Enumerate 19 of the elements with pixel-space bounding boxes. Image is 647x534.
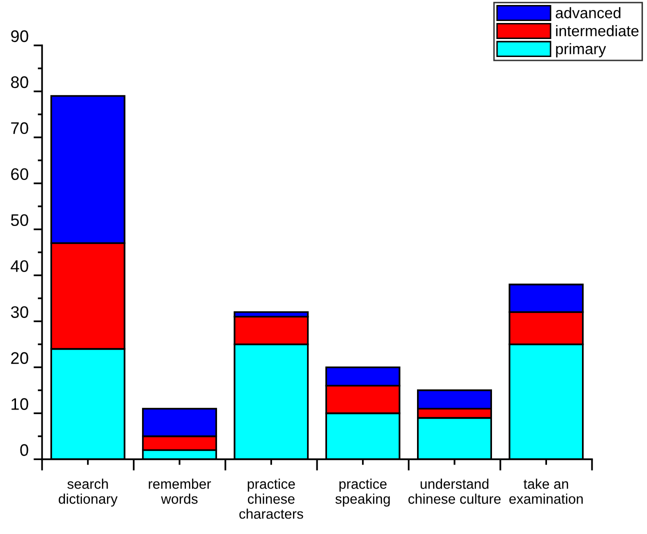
y-tick-label: 20 <box>11 352 28 364</box>
x-tick-label: practice speaking <box>335 478 390 507</box>
y-tick-label: 80 <box>11 76 28 88</box>
legend-label: intermediate <box>556 25 639 36</box>
y-tick-label: 90 <box>11 30 28 42</box>
legend-label: advanced <box>556 7 620 18</box>
x-tick-label: search dictionary <box>58 478 118 507</box>
y-tick-label: 30 <box>10 306 28 318</box>
y-tick-label: 0 <box>20 444 28 456</box>
x-tick-label: take an examination <box>509 478 583 504</box>
y-tick-label: 50 <box>10 214 28 226</box>
y-tick-label: 70 <box>11 122 28 134</box>
x-tick-label: understand chinese culture <box>408 478 501 504</box>
y-tick-label: 40 <box>10 260 28 272</box>
legend-label: primary <box>556 43 606 58</box>
y-tick-label: 10 <box>12 398 28 410</box>
y-tick-label: 60 <box>11 168 28 180</box>
x-tick-label: practice chinese characters <box>239 478 304 519</box>
x-tick-label: remember words <box>148 478 211 504</box>
